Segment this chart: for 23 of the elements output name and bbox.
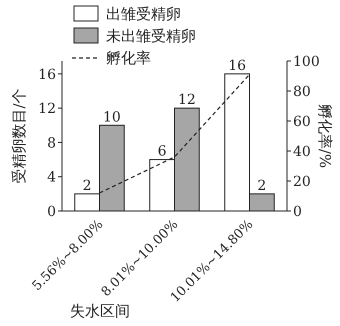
- data-label: 16: [228, 58, 246, 74]
- y2-tick-label: 80: [293, 84, 311, 100]
- y2-tick-label: 60: [293, 114, 311, 130]
- x-axis-title: 失水区间: [70, 302, 130, 320]
- y-tick-label: 8: [47, 135, 56, 152]
- legend-label: 孵化率: [106, 49, 151, 67]
- y2-tick-label: 100: [293, 54, 320, 70]
- data-label: 6: [158, 144, 167, 160]
- data-label: 12: [178, 92, 196, 108]
- legend-label: 出雏受精卵: [106, 5, 181, 23]
- data-label: 2: [257, 178, 266, 194]
- data-label: 10: [102, 109, 121, 126]
- y2-tick-label: 40: [293, 144, 311, 160]
- legend-label: 未出雏受精卵: [106, 27, 196, 45]
- y2-tick-label: 0: [293, 204, 302, 220]
- data-label: 2: [82, 178, 92, 194]
- y-tick-label: 12: [38, 101, 56, 118]
- y-tick-label: 0: [47, 204, 56, 220]
- y2-tick-label: 20: [293, 174, 311, 190]
- y-axis-title: 受精卵数目/个: [10, 88, 28, 184]
- y2-axis-title: 孵化率/%: [316, 104, 334, 168]
- y-tick-label: 4: [47, 170, 56, 186]
- y-tick-label: 16: [38, 66, 56, 83]
